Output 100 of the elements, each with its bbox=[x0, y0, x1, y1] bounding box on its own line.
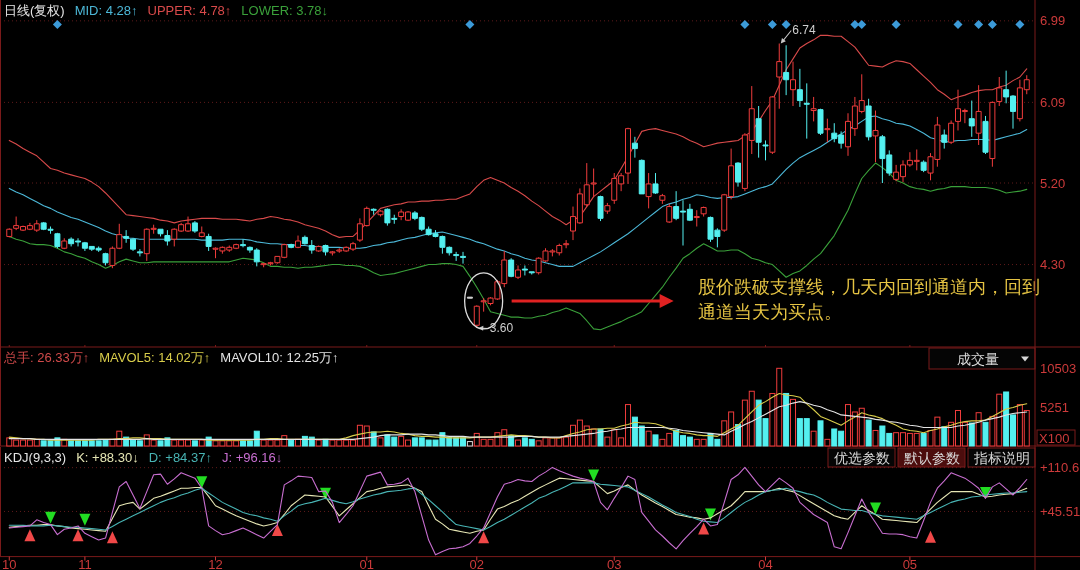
candlestick bbox=[996, 76, 1003, 107]
text: UPPER: 4.78↑ bbox=[147, 3, 232, 18]
y-tick-label: 5251 bbox=[1040, 399, 1069, 415]
candlestick bbox=[968, 100, 975, 138]
candlestick bbox=[796, 68, 803, 108]
series-label: J: +96.16↓ bbox=[221, 450, 283, 465]
candlestick bbox=[61, 237, 68, 250]
candlestick bbox=[198, 226, 205, 238]
candlestick bbox=[315, 245, 322, 253]
candlestick bbox=[762, 139, 769, 161]
point bbox=[870, 502, 881, 515]
x-tick-label: 03 bbox=[607, 556, 622, 570]
candlestick bbox=[164, 229, 171, 247]
candlestick bbox=[288, 243, 295, 249]
y-tick-label: 5.20 bbox=[1040, 175, 1066, 191]
candlestick bbox=[460, 251, 467, 265]
candlestick bbox=[604, 202, 611, 215]
x-tick-label: 02 bbox=[469, 556, 484, 570]
bar bbox=[872, 429, 879, 447]
y-axis-title: X100 bbox=[1039, 430, 1070, 446]
candlestick bbox=[783, 44, 790, 96]
candlestick bbox=[191, 220, 198, 234]
candlestick bbox=[377, 209, 384, 218]
y-tick-label: 10503 bbox=[1040, 360, 1077, 376]
candlestick bbox=[631, 136, 638, 159]
candlestick bbox=[6, 227, 13, 238]
candlestick bbox=[157, 228, 164, 237]
candlestick bbox=[810, 96, 817, 122]
annotation: 股价跌破支撑线，几天内回到通道内，回到通道当天为买点。 bbox=[697, 276, 1040, 322]
y-tick-label: 6.99 bbox=[1040, 13, 1066, 29]
candlestick bbox=[466, 296, 473, 299]
candlestick bbox=[652, 172, 659, 195]
bar bbox=[377, 437, 384, 447]
candlestick bbox=[123, 229, 130, 244]
point bbox=[24, 529, 36, 542]
bar bbox=[783, 392, 790, 447]
x-tick-label: 10 bbox=[2, 556, 17, 570]
candlestick bbox=[693, 209, 700, 227]
annotation: 指标说明 bbox=[972, 449, 1030, 466]
x-tick-label: 05 bbox=[902, 556, 918, 570]
y-tick-label: +110.6 bbox=[1040, 460, 1080, 476]
candlestick bbox=[205, 233, 212, 252]
bar bbox=[817, 420, 824, 447]
candlestick bbox=[528, 271, 535, 276]
candlestick bbox=[473, 304, 480, 329]
candlestick bbox=[941, 129, 948, 150]
text: MAVOL5: 14.02万↑ bbox=[99, 350, 211, 365]
candlestick bbox=[453, 251, 460, 262]
candlestick bbox=[666, 203, 673, 224]
candlestick bbox=[638, 158, 645, 195]
candlestick bbox=[872, 110, 879, 163]
candlestick bbox=[769, 95, 776, 155]
annotation: 成交量 bbox=[957, 350, 999, 367]
y-tick-label: +45.51 bbox=[1040, 503, 1080, 519]
candlestick bbox=[295, 235, 302, 249]
bar bbox=[315, 439, 322, 447]
candlestick bbox=[700, 206, 707, 218]
annotation: 优选参数 bbox=[833, 449, 890, 466]
point bbox=[588, 469, 600, 482]
point bbox=[45, 511, 57, 524]
point bbox=[705, 508, 717, 521]
text: K: +88.30↓ bbox=[76, 450, 139, 465]
candlestick bbox=[301, 235, 308, 246]
candlestick bbox=[803, 82, 810, 140]
bar bbox=[288, 439, 295, 447]
candlestick bbox=[817, 108, 824, 136]
chart-title: 日线(复权) bbox=[4, 3, 65, 18]
point bbox=[79, 513, 91, 526]
candlestick bbox=[102, 252, 109, 266]
x-tick-label: 11 bbox=[78, 556, 92, 570]
candlestick bbox=[370, 207, 377, 216]
text: 总手: 26.33万↑ bbox=[3, 350, 90, 365]
candlestick bbox=[508, 257, 515, 278]
line-series bbox=[8, 115, 1028, 267]
candlestick bbox=[790, 61, 797, 107]
candlestick bbox=[54, 232, 61, 249]
bar bbox=[198, 439, 205, 447]
candlestick bbox=[136, 248, 143, 257]
candlestick bbox=[515, 264, 522, 280]
annotation: 6.74 bbox=[792, 23, 816, 38]
point bbox=[925, 530, 936, 543]
bar bbox=[975, 412, 982, 447]
candlestick bbox=[645, 172, 652, 209]
bar bbox=[824, 438, 831, 447]
bar bbox=[515, 439, 522, 447]
point bbox=[478, 531, 490, 544]
line-series bbox=[8, 34, 1028, 238]
candlestick bbox=[755, 105, 762, 159]
candlestick bbox=[240, 238, 247, 248]
candlestick bbox=[975, 84, 982, 146]
bar bbox=[982, 421, 989, 447]
x-tick-label: 12 bbox=[208, 556, 223, 570]
point bbox=[698, 522, 710, 535]
x-tick-label: 04 bbox=[758, 556, 773, 570]
candlestick bbox=[982, 115, 989, 155]
line-series bbox=[8, 466, 1028, 556]
candlestick bbox=[989, 100, 996, 168]
candlestick bbox=[625, 127, 632, 185]
chart-title: KDJ(9,3,3) bbox=[4, 450, 67, 465]
candlestick bbox=[948, 120, 955, 145]
